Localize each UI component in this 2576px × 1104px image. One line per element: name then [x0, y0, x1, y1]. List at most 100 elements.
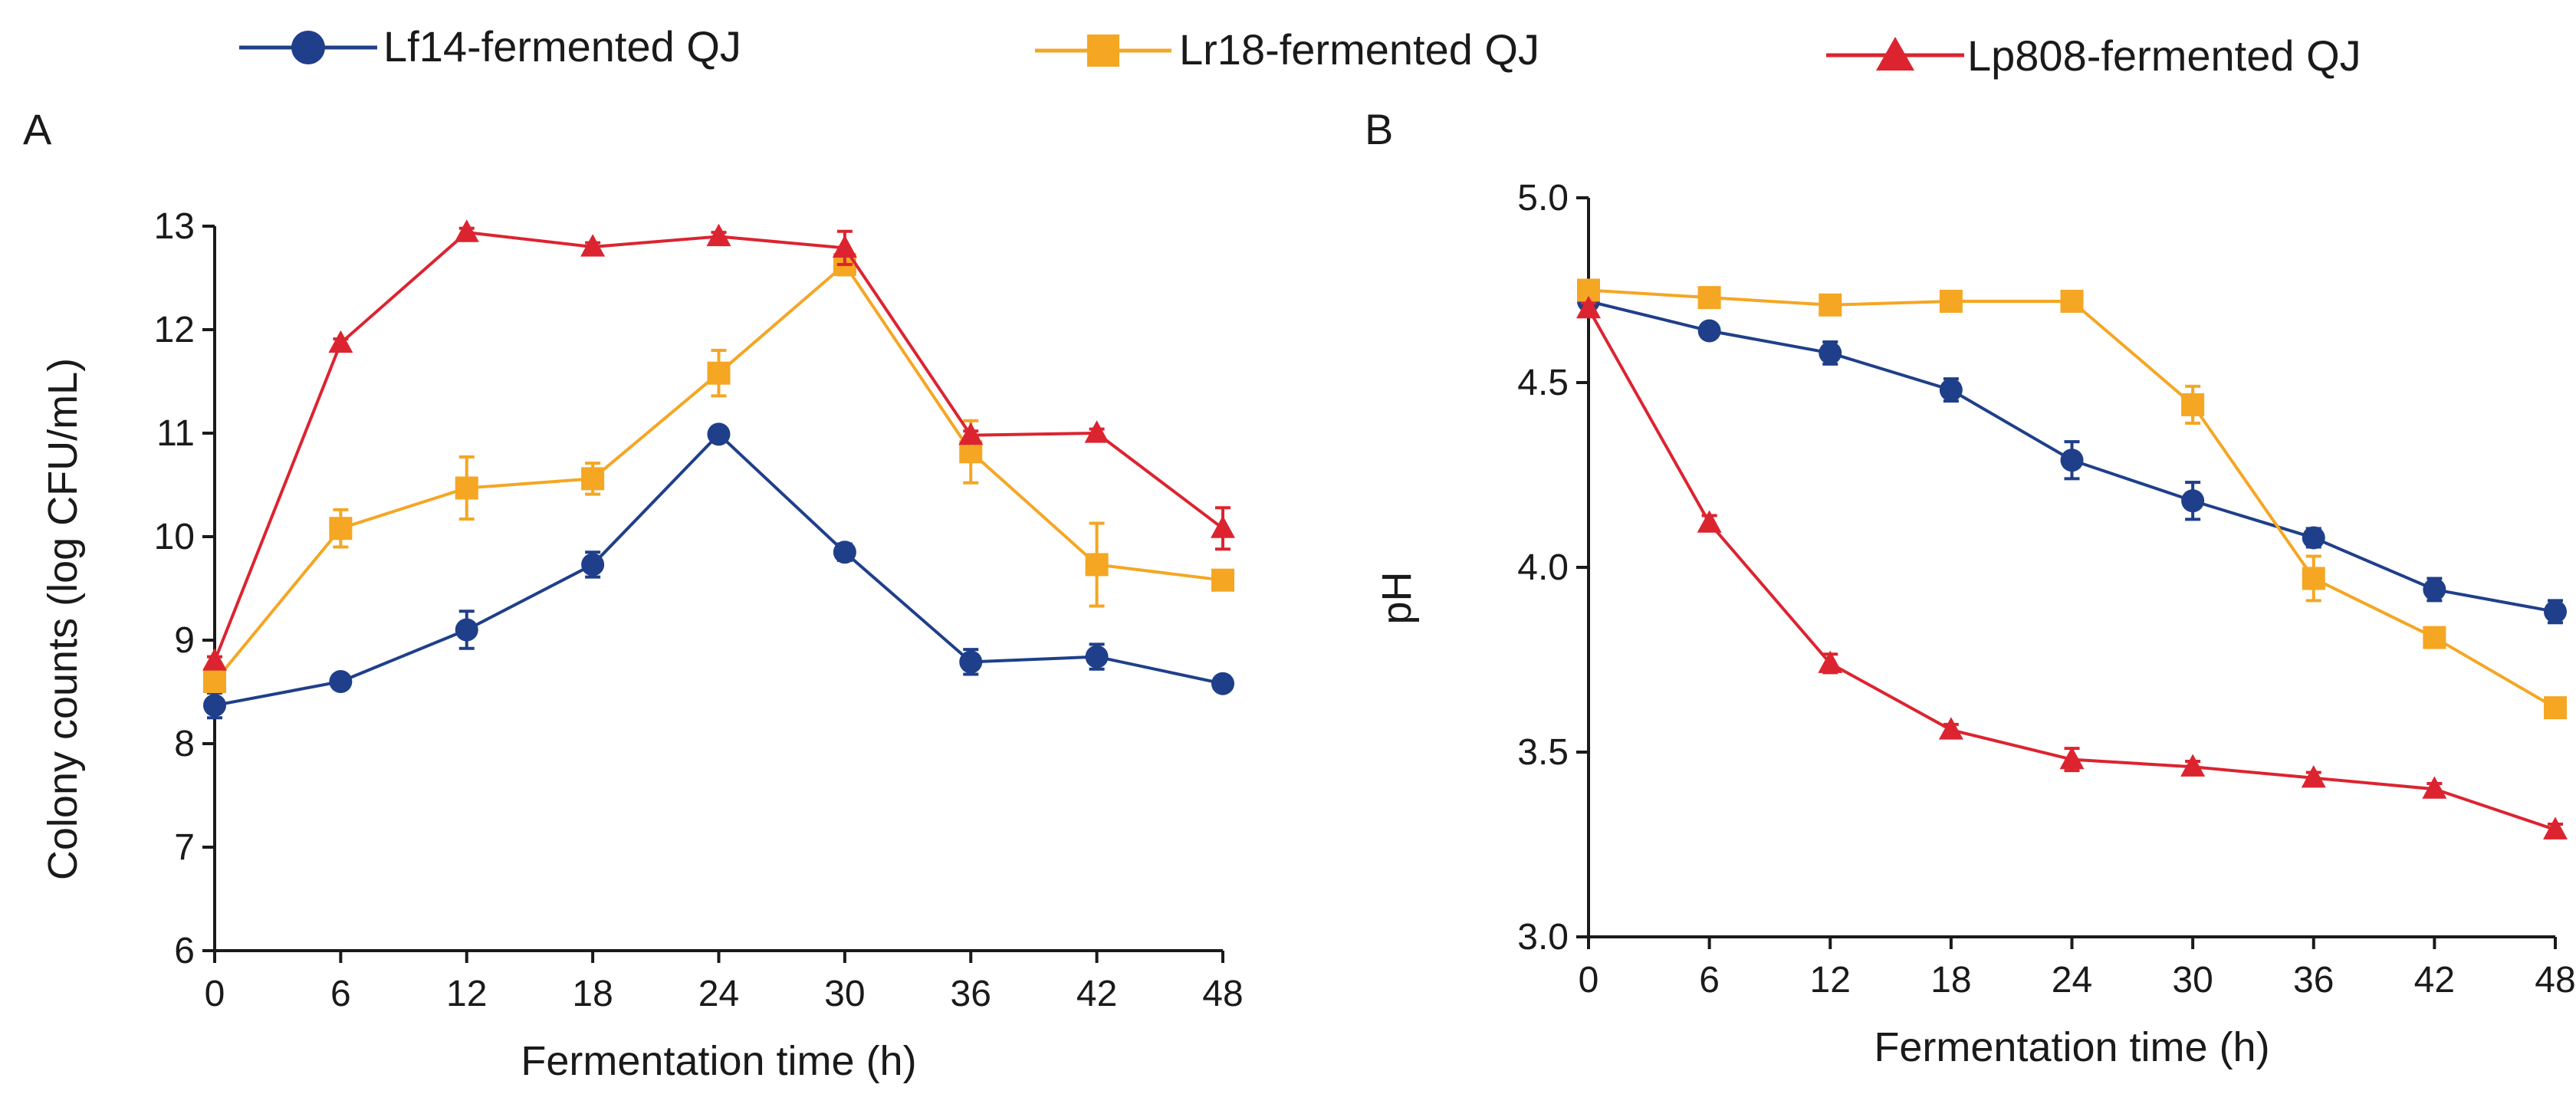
panel-a-y-tick-label: 11: [156, 413, 195, 454]
panel-a-series-lf14: [203, 422, 1234, 720]
panel-b-point-lp808: [2301, 764, 2326, 788]
panel-a-point-lp808: [580, 234, 606, 257]
legend-marker-lr18: [1087, 34, 1119, 67]
panel-a-x-tick-label: 36: [951, 974, 991, 1014]
panel-b-point-lf14: [2544, 600, 2567, 623]
panel-b-point-lf14: [2302, 526, 2325, 550]
panel-a-point-lr18: [1085, 553, 1109, 577]
panel-b-point-lr18: [2181, 393, 2205, 416]
panel-a-y-tick-label: 6: [174, 931, 195, 971]
panel-b-point-lr18: [1697, 286, 1721, 310]
panel-a-point-lf14: [455, 618, 478, 642]
panel-a-y-tick-label: 9: [174, 620, 195, 661]
panel-b-ph-chart: 3.0 3.5 4.0 4.5 5.0 0 6 12 18 24 30 36 42 48 Fermentat…: [1374, 178, 2576, 1070]
panel-a-x-tick-label: 12: [446, 974, 487, 1014]
panel-b-point-lf14: [2060, 449, 2084, 472]
legend-label-lp808: Lp808-fermented QJ: [1967, 31, 2361, 80]
panel-a-point-lf14: [707, 422, 731, 446]
panel-b-point-lp808: [2422, 776, 2447, 799]
panel-b-point-lr18: [2302, 567, 2325, 590]
panel-a-point-lp808: [1084, 420, 1109, 443]
panel-b-x-tick-label: 42: [2414, 960, 2455, 1001]
panel-b-point-lp808: [2543, 816, 2568, 840]
panel-a-series-line-lr18: [213, 261, 1224, 683]
panel-b-point-lr18: [1939, 289, 1963, 313]
panel-letter-a: A: [23, 105, 52, 153]
panel-a-series-lr18: [203, 252, 1234, 693]
panel-b-x-tick-label: 48: [2535, 960, 2575, 1001]
panel-a-point-lf14: [581, 553, 605, 577]
panel-a-x-tick-label: 0: [205, 974, 225, 1014]
panel-b-point-lf14: [1939, 378, 1963, 402]
panel-a-y-tick-label: 8: [174, 724, 195, 764]
panel-a-series-line-lp808: [213, 231, 1224, 662]
panel-a-point-lr18: [329, 517, 353, 540]
panel-b-y-axis-title: pH: [1374, 571, 1420, 624]
legend-item-lr18: Lr18-fermented QJ: [1035, 25, 1539, 74]
panel-a-point-lf14: [833, 540, 856, 564]
legend-label-lf14: Lf14-fermented QJ: [383, 22, 741, 71]
panel-a-point-lf14: [329, 670, 353, 693]
panel-b-x-tick-label: 24: [2052, 960, 2092, 1001]
panel-a-point-lr18: [203, 670, 226, 693]
panel-b-point-lp808: [1697, 510, 1722, 533]
panel-a-y-tick-label: 12: [154, 310, 195, 350]
panel-a-x-tick-label: 30: [824, 974, 865, 1014]
panel-a-point-lf14: [959, 650, 983, 674]
panel-b-x-tick-label: 12: [1810, 960, 1851, 1001]
panel-b-point-lp808: [2059, 746, 2085, 770]
panel-a-point-lr18: [707, 361, 731, 385]
panel-b-y-tick-label: 4.5: [1517, 363, 1569, 403]
panel-b-x-tick-label: 30: [2172, 960, 2213, 1001]
panel-b-x-axis-title: Fermentation time (h): [1874, 1024, 2269, 1070]
panel-b-x-tick-label: 36: [2293, 960, 2334, 1001]
panel-a-point-lf14: [1211, 672, 1234, 695]
panel-b-point-lr18: [2060, 289, 2084, 313]
legend-marker-lp808: [1876, 37, 1914, 71]
panel-a-point-lp808: [454, 219, 479, 242]
panel-a-point-lf14: [203, 694, 226, 718]
panel-a-x-axis-title: Fermentation time (h): [521, 1038, 916, 1084]
panel-b-x-tick-label: 0: [1579, 960, 1599, 1001]
panel-letter-b: B: [1365, 105, 1393, 153]
panel-a-point-lp808: [958, 422, 984, 445]
panel-b-point-lr18: [1819, 293, 1842, 317]
legend-item-lp808: Lp808-fermented QJ: [1826, 31, 2361, 80]
panel-b-point-lp808: [1576, 295, 1601, 319]
panel-b-x-tick-label: 18: [1930, 960, 1971, 1001]
panel-b-y-tick-label: 3.0: [1517, 917, 1569, 958]
panel-b-series-lp808: [1576, 295, 2568, 840]
panel-b-point-lf14: [1819, 341, 1842, 365]
panel-a-x-tick-label: 48: [1202, 974, 1243, 1014]
panel-a-point-lp808: [832, 235, 857, 258]
panel-b-series-line-lr18: [1588, 288, 2557, 709]
panel-b-point-lf14: [1697, 319, 1721, 343]
panel-a-point-lr18: [455, 476, 478, 500]
panel-a-y-tick-label: 10: [154, 517, 195, 557]
panel-a-x-tick-label: 24: [698, 974, 739, 1014]
legend-marker-lf14: [291, 31, 325, 64]
panel-b-point-lf14: [2181, 489, 2205, 513]
panel-a-y-axis-title: Colony counts (log CFU/mL): [40, 358, 86, 880]
panel-a-y-tick-label: 13: [154, 206, 195, 247]
panel-b-y-tick-label: 5.0: [1517, 178, 1569, 219]
legend-item-lf14: Lf14-fermented QJ: [239, 22, 741, 71]
panel-a-point-lr18: [581, 467, 605, 491]
panel-a-y-tick-label: 7: [174, 827, 195, 868]
panel-b-point-lf14: [2423, 577, 2446, 601]
panel-b-point-lp808: [1938, 717, 1963, 740]
panel-a-point-lr18: [1211, 568, 1234, 592]
panel-a-x-tick-label: 18: [572, 974, 613, 1014]
panel-a-point-lp808: [706, 223, 731, 247]
panel-a-point-lp808: [202, 648, 227, 671]
panel-a-point-lf14: [1085, 645, 1109, 669]
legend: Lf14-fermented QJ Lr18-fermented QJ Lp80…: [239, 22, 2361, 80]
panel-b-point-lr18: [2423, 626, 2446, 649]
panel-a-series-line-lf14: [214, 432, 1224, 708]
panel-b-point-lr18: [2544, 696, 2567, 720]
panel-a-x-tick-label: 6: [330, 974, 351, 1014]
panel-b-y-tick-label: 3.5: [1517, 732, 1569, 773]
panel-a-series-lp808: [202, 219, 1235, 671]
panel-b-series-lr18: [1577, 278, 2567, 720]
